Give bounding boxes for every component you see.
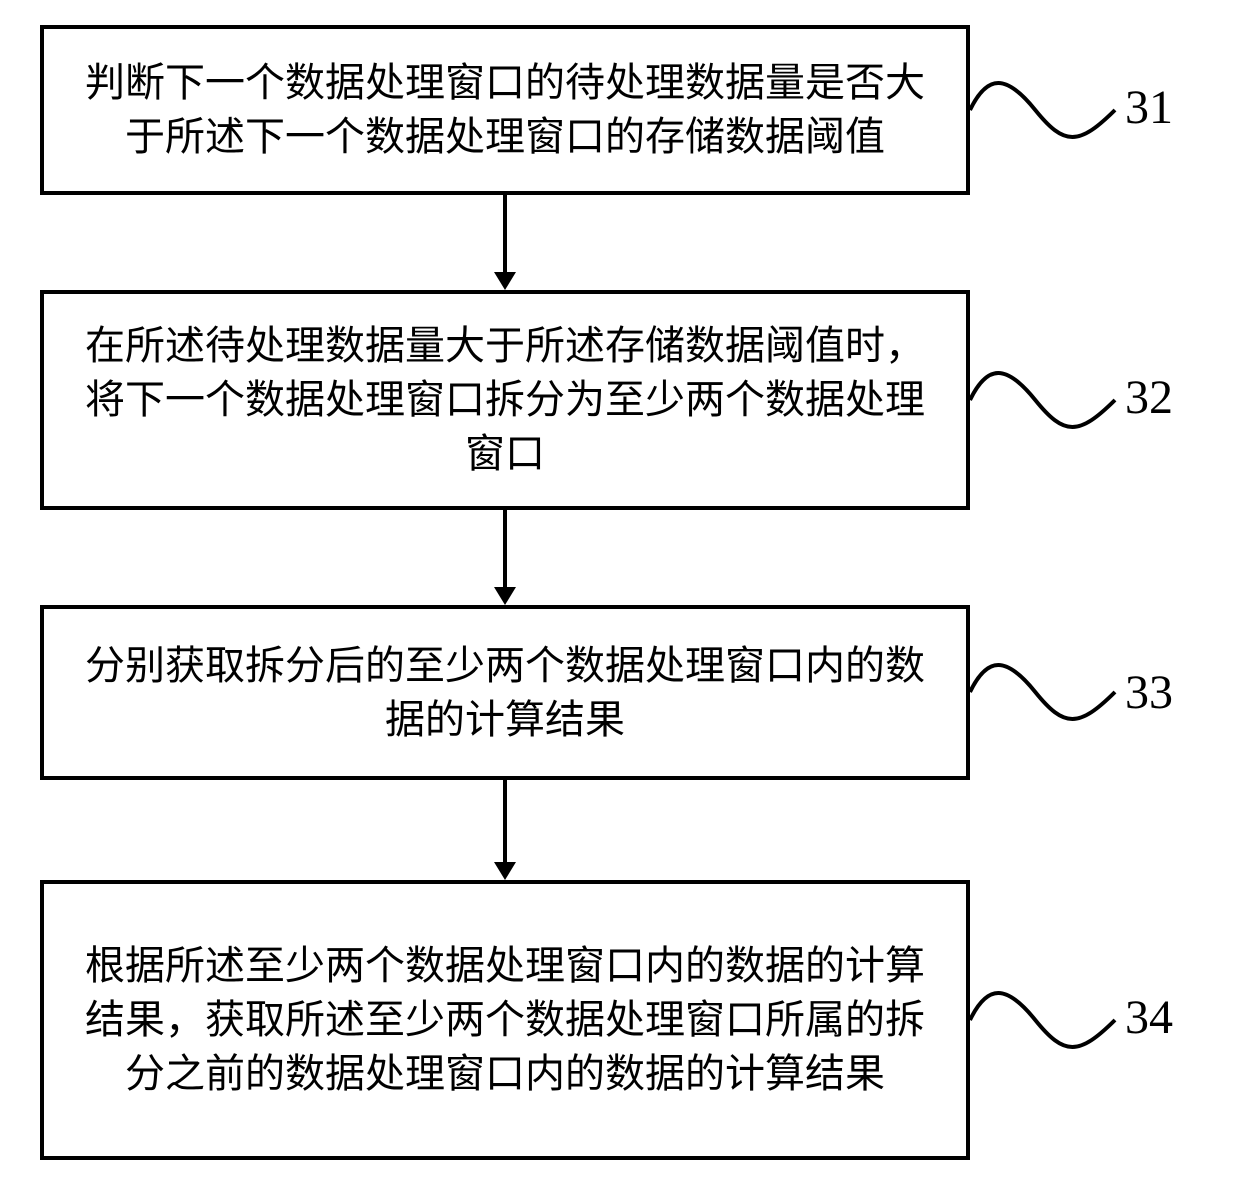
flow-step-2: 在所述待处理数据量大于所述存储数据阈值时，将下一个数据处理窗口拆分为至少两个数据… bbox=[40, 290, 970, 510]
flowchart-canvas: 判断下一个数据处理窗口的待处理数据量是否大于所述下一个数据处理窗口的存储数据阈值… bbox=[0, 0, 1240, 1193]
squiggle-connector bbox=[970, 632, 1170, 752]
flow-step-3: 分别获取拆分后的至少两个数据处理窗口内的数据的计算结果 bbox=[40, 605, 970, 780]
squiggle-connector bbox=[970, 340, 1170, 460]
flow-arrow-2 bbox=[485, 510, 525, 605]
flow-arrow-3 bbox=[485, 780, 525, 880]
flow-step-1: 判断下一个数据处理窗口的待处理数据量是否大于所述下一个数据处理窗口的存储数据阈值 bbox=[40, 25, 970, 195]
flow-step-text: 在所述待处理数据量大于所述存储数据阈值时，将下一个数据处理窗口拆分为至少两个数据… bbox=[72, 319, 938, 481]
flow-step-4: 根据所述至少两个数据处理窗口内的数据的计算结果，获取所述至少两个数据处理窗口所属… bbox=[40, 880, 970, 1160]
flow-step-text: 判断下一个数据处理窗口的待处理数据量是否大于所述下一个数据处理窗口的存储数据阈值 bbox=[72, 56, 938, 164]
flow-step-text: 分别获取拆分后的至少两个数据处理窗口内的数据的计算结果 bbox=[72, 639, 938, 747]
squiggle-connector bbox=[970, 960, 1170, 1080]
flow-step-text: 根据所述至少两个数据处理窗口内的数据的计算结果，获取所述至少两个数据处理窗口所属… bbox=[72, 939, 938, 1101]
squiggle-connector bbox=[970, 50, 1170, 170]
flow-arrow-1 bbox=[485, 195, 525, 290]
